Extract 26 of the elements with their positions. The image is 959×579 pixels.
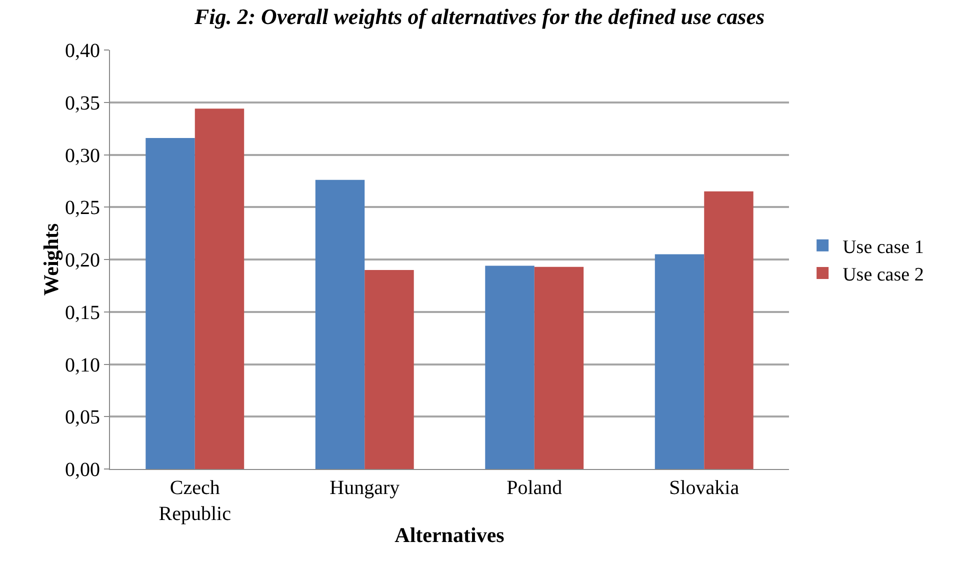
y-tick-label: 0,20 [65, 250, 100, 272]
x-tick-label: Hungary [330, 477, 400, 499]
y-axis-title: Weights [39, 223, 63, 296]
y-tick-label: 0,25 [65, 197, 100, 220]
bar [704, 191, 754, 469]
y-tick-label: 0,40 [65, 40, 100, 62]
bar [194, 108, 244, 469]
y-tick-label: 0,05 [65, 406, 100, 429]
bar [315, 180, 365, 469]
x-tick-label: Slovakia [669, 477, 740, 499]
y-tick-label: 0,00 [65, 459, 100, 481]
bar [654, 254, 704, 469]
bar [146, 138, 195, 469]
y-tick-label: 0,35 [65, 92, 100, 114]
x-axis-title: Alternatives [394, 523, 504, 547]
chart-title: Fig. 2: Overall weights of alternatives for the defined use cases [193, 4, 765, 30]
legend-label: Use case 2 [842, 264, 924, 286]
legend-label: Use case 1 [842, 236, 924, 258]
x-tick-label: Czech Republic [158, 477, 232, 525]
bar [364, 270, 414, 469]
bar [534, 266, 584, 469]
x-tick-label: Poland [506, 477, 562, 499]
y-tick-label: 0,30 [65, 144, 100, 167]
bar [485, 266, 534, 469]
y-tick-label: 0,10 [65, 354, 100, 376]
y-tick-label: 0,15 [65, 302, 100, 324]
